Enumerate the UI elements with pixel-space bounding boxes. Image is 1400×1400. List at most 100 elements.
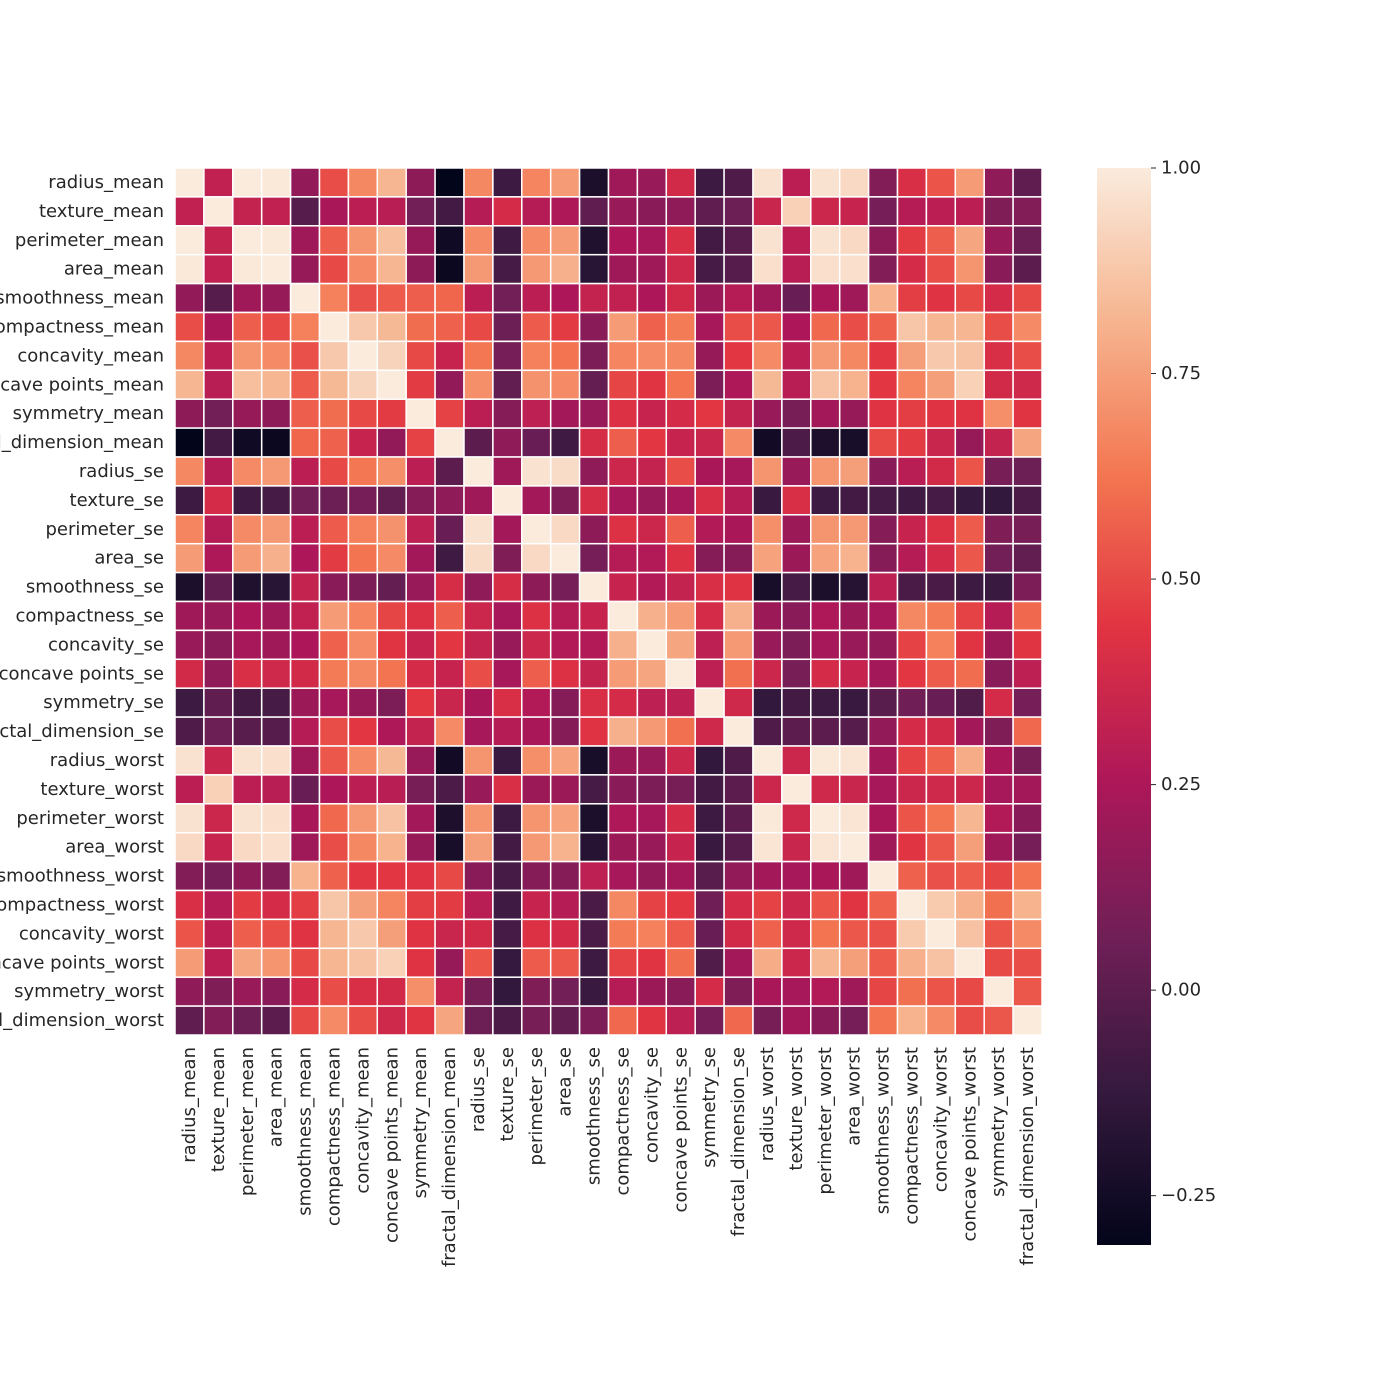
heatmap-cell-concave-points-mean--smoothness-worst bbox=[867, 369, 899, 400]
heatmap-cell-concavity-se--fractal-dimension-mean bbox=[434, 629, 465, 661]
heatmap-cell-compactness-se--compactness-worst bbox=[896, 600, 928, 632]
heatmap-cell-fractal-dimension-worst--radius-worst bbox=[752, 1005, 783, 1036]
heatmap-cell-perimeter-se--area-mean bbox=[260, 514, 292, 545]
heatmap-cell-smoothness-mean--texture-worst bbox=[781, 282, 812, 314]
heatmap-cell-concave-points-se--compactness-se bbox=[607, 658, 639, 689]
heatmap-cell-smoothness-se--concavity-worst bbox=[925, 571, 957, 603]
heatmap-cell-concave-points-se--perimeter-se bbox=[521, 658, 552, 689]
heatmap-cell-concave-points-se--smoothness-se bbox=[578, 658, 610, 689]
heatmap-cell-radius-se--fractal-dimension-worst bbox=[1012, 456, 1043, 487]
heatmap-cell-concavity-se--compactness-mean bbox=[318, 629, 350, 661]
heatmap-cell-concave-points-se--texture-se bbox=[492, 658, 523, 689]
x-tick-label-fractal-dimension-worst: fractal_dimension_worst bbox=[1017, 1047, 1038, 1266]
heatmap-cell-fractal-dimension-worst--concavity-se bbox=[636, 1005, 668, 1036]
heatmap-cell-perimeter-mean--area-se bbox=[549, 225, 581, 256]
heatmap-cell-symmetry-se--smoothness-se bbox=[578, 687, 610, 718]
heatmap-cell-radius-mean--fractal-dimension-se bbox=[723, 167, 754, 198]
heatmap-cell-radius-worst--perimeter-mean bbox=[232, 745, 263, 776]
heatmap-cell-radius-worst--compactness-se bbox=[607, 745, 639, 776]
heatmap-cell-area-se--texture-mean bbox=[203, 542, 234, 574]
heatmap-cell-perimeter-worst--compactness-worst bbox=[896, 803, 928, 834]
heatmap-cell-perimeter-se--smoothness-mean bbox=[289, 514, 321, 545]
heatmap-cell-concave-points-worst--perimeter-se bbox=[521, 947, 552, 978]
heatmap-cell-compactness-se--compactness-se bbox=[607, 600, 639, 632]
heatmap-cell-compactness-worst--smoothness-se bbox=[578, 889, 610, 921]
heatmap-cell-smoothness-mean--compactness-worst bbox=[896, 282, 928, 314]
heatmap-cell-radius-se--radius-worst bbox=[752, 456, 783, 487]
heatmap-cell-perimeter-worst--smoothness-worst bbox=[867, 803, 899, 834]
heatmap-cell-symmetry-worst--concave-points-se bbox=[665, 976, 696, 1007]
heatmap-cell-radius-mean--radius-worst bbox=[752, 167, 783, 198]
heatmap-cell-concave-points-mean--symmetry-mean bbox=[405, 369, 436, 400]
heatmap-cell-perimeter-worst--concave-points-worst bbox=[954, 803, 985, 834]
colorbar-gradient bbox=[1097, 168, 1151, 1245]
heatmap-cell-texture-worst--concavity-mean bbox=[347, 774, 379, 805]
heatmap-cell-radius-worst--area-se bbox=[549, 745, 581, 776]
heatmap-cell-smoothness-worst--texture-mean bbox=[203, 860, 234, 892]
heatmap-cell-symmetry-se--radius-mean bbox=[174, 687, 205, 718]
heatmap-cell-concave-points-mean--compactness-worst bbox=[896, 369, 928, 400]
x-tick-label-compactness-mean: compactness_mean bbox=[323, 1047, 344, 1226]
x-tick-label-concavity-mean: concavity_mean bbox=[352, 1047, 373, 1194]
heatmap-cell-area-se--concave-points-worst bbox=[954, 542, 985, 574]
heatmap-cell-compactness-worst--perimeter-mean bbox=[232, 889, 263, 921]
heatmap-cell-symmetry-mean--concave-points-se bbox=[665, 398, 696, 429]
heatmap-cell-smoothness-worst--concave-points-mean bbox=[376, 860, 407, 892]
x-tick-label-smoothness-se: smoothness_se bbox=[584, 1047, 605, 1185]
heatmap-cell-concave-points-mean--concave-points-worst bbox=[954, 369, 985, 400]
y-tick-label-concavity-se: concavity_se bbox=[48, 634, 164, 655]
heatmap-cell-smoothness-se--area-se bbox=[549, 571, 581, 603]
heatmap-cell-radius-worst--radius-worst bbox=[752, 745, 783, 776]
heatmap-cell-concavity-se--smoothness-mean bbox=[289, 629, 321, 661]
heatmap-cell-concavity-mean--area-mean bbox=[260, 340, 292, 372]
heatmap-cell-fractal-dimension-worst--symmetry-worst bbox=[983, 1005, 1014, 1036]
x-tick-label-compactness-worst: compactness_worst bbox=[901, 1047, 922, 1225]
heatmap-cell-perimeter-worst--concavity-se bbox=[636, 803, 668, 834]
heatmap-cell-area-mean--perimeter-se bbox=[521, 253, 552, 285]
heatmap-cell-concave-points-mean--texture-se bbox=[492, 369, 523, 400]
heatmap-cell-perimeter-se--radius-se bbox=[463, 514, 494, 545]
heatmap-cell-area-se--perimeter-se bbox=[521, 542, 552, 574]
heatmap-cell-fractal-dimension-mean--symmetry-se bbox=[694, 427, 725, 458]
heatmap-cell-concavity-se--perimeter-se bbox=[521, 629, 552, 661]
heatmap-cell-compactness-se--perimeter-mean bbox=[232, 600, 263, 632]
heatmap-cell-texture-mean--compactness-se bbox=[607, 196, 639, 227]
heatmap-cell-symmetry-se--texture-se bbox=[492, 687, 523, 718]
x-tick-label-fractal-dimension-mean: fractal_dimension_mean bbox=[439, 1047, 460, 1267]
heatmap-cell-radius-se--perimeter-se bbox=[521, 456, 552, 487]
heatmap-cell-smoothness-se--perimeter-worst bbox=[810, 571, 841, 603]
heatmap-cell-concave-points-worst--area-mean bbox=[260, 947, 292, 978]
heatmap-cell-perimeter-se--concave-points-se bbox=[665, 514, 696, 545]
heatmap-cell-area-se--radius-worst bbox=[752, 542, 783, 574]
heatmap-cell-fractal-dimension-mean--texture-worst bbox=[781, 427, 812, 458]
heatmap-cell-radius-se--perimeter-mean bbox=[232, 456, 263, 487]
heatmap-cell-smoothness-mean--smoothness-se bbox=[578, 282, 610, 314]
heatmap-cell-concavity-se--concavity-worst bbox=[925, 629, 957, 661]
heatmap-cell-concave-points-worst--area-worst bbox=[838, 947, 870, 978]
heatmap-cell-concavity-se--concave-points-worst bbox=[954, 629, 985, 661]
heatmap-cell-concavity-mean--area-worst bbox=[838, 340, 870, 372]
heatmap-cell-compactness-se--concavity-se bbox=[636, 600, 668, 632]
heatmap-cell-concave-points-se--radius-se bbox=[463, 658, 494, 689]
heatmap-cell-concave-points-mean--fractal-dimension-worst bbox=[1012, 369, 1043, 400]
heatmap-cell-compactness-mean--area-worst bbox=[838, 311, 870, 343]
heatmap-cell-symmetry-worst--area-worst bbox=[838, 976, 870, 1007]
heatmap-cell-compactness-mean--symmetry-se bbox=[694, 311, 725, 343]
heatmap-cell-smoothness-worst--smoothness-se bbox=[578, 860, 610, 892]
y-tick-label-concavity-worst: concavity_worst bbox=[19, 923, 164, 944]
heatmap-cell-symmetry-worst--smoothness-mean bbox=[289, 976, 321, 1007]
y-tick-label-compactness-mean: compactness_mean bbox=[0, 316, 164, 337]
heatmap-cell-symmetry-mean--concave-points-worst bbox=[954, 398, 985, 429]
heatmap-cell-fractal-dimension-mean--concave-points-se bbox=[665, 427, 696, 458]
heatmap-cell-fractal-dimension-worst--concave-points-worst bbox=[954, 1005, 985, 1036]
heatmap-cell-texture-worst--area-se bbox=[549, 774, 581, 805]
heatmap-cell-concave-points-mean--texture-worst bbox=[781, 369, 812, 400]
heatmap-cell-compactness-worst--symmetry-mean bbox=[405, 889, 436, 921]
heatmap-cells bbox=[174, 167, 1043, 1036]
y-tick-label-perimeter-se: perimeter_se bbox=[46, 519, 165, 540]
heatmap-cell-concave-points-worst--smoothness-mean bbox=[289, 947, 321, 978]
heatmap-cell-fractal-dimension-worst--compactness-se bbox=[607, 1005, 639, 1036]
heatmap-cell-concavity-worst--texture-worst bbox=[781, 918, 812, 950]
heatmap-cell-symmetry-se--area-mean bbox=[260, 687, 292, 718]
heatmap-cell-area-mean--concave-points-mean bbox=[376, 253, 407, 285]
